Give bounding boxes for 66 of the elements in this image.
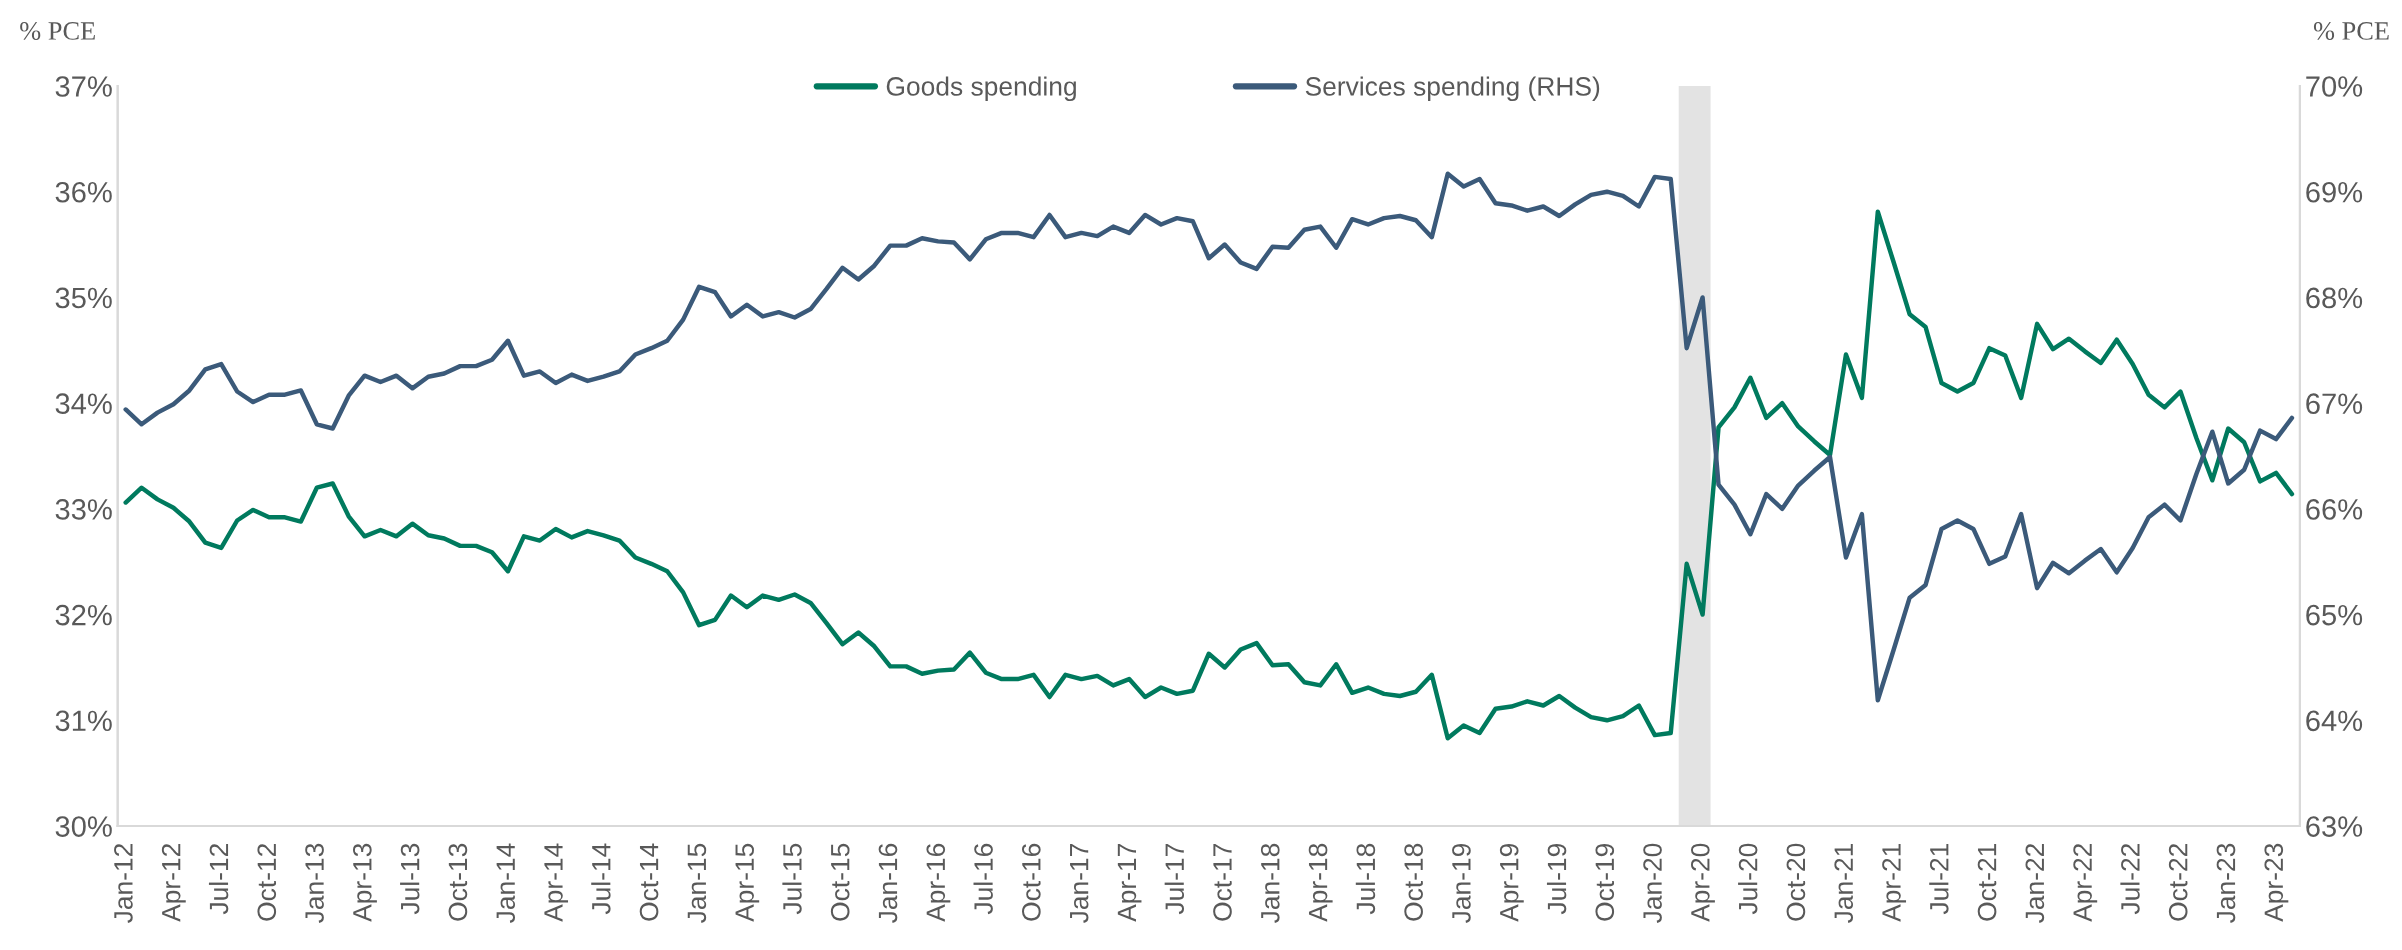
x-tick-label: Jul-22 (2120, 844, 2140, 915)
legend-label: Goods spending (886, 76, 1076, 102)
x-tick-label: Jan-17 (1070, 844, 1089, 923)
x-tick-label: Oct-18 (1404, 843, 1423, 921)
y-axis-title: % PCE (20, 22, 95, 40)
x-tick-label: Apr-22 (2073, 844, 2098, 922)
y-tick-label: 32% (55, 604, 112, 626)
x-tick-label: Apr-12 (161, 844, 186, 922)
x-tick-label: Apr-15 (735, 843, 760, 922)
x-tick-label: Apr-16 (926, 843, 951, 922)
x-tick-label: Apr-20 (1690, 843, 1715, 922)
y2-axis-title: % PCE (2313, 22, 2389, 40)
x-tick-label: Oct-12 (257, 844, 277, 921)
x-tick-label: Oct-21 (1977, 843, 1997, 921)
x-tick-label: Oct-19 (1595, 843, 1615, 921)
x-tick-label: Jan-14 (496, 843, 516, 923)
x-tick-label: Jul-17 (1164, 844, 1185, 915)
x-tick-label: Jan-23 (2216, 843, 2236, 923)
x-tick-label: Oct-16 (1021, 843, 1041, 921)
x-tick-label: Oct-22 (2168, 844, 2188, 921)
x-tick-label: Jan-13 (305, 843, 324, 923)
x-tick-label: Apr-19 (1499, 843, 1524, 922)
legend-label: Services spending (RHS) (1305, 76, 1600, 102)
y2-tick-label: 70% (2306, 76, 2363, 97)
x-tick-label: Apr-14 (544, 843, 569, 922)
y-tick-label: 35% (55, 287, 112, 309)
y2-tick-label: 69% (2306, 181, 2363, 203)
x-tick-label: Jan-12 (114, 844, 133, 923)
x-tick-label: Apr-21 (1882, 843, 1907, 922)
x-tick-label: Oct-13 (448, 843, 468, 921)
y-tick-label: 36% (55, 181, 112, 203)
y-tick-label: 31% (55, 710, 112, 732)
x-tick-label: Apr-13 (352, 843, 377, 922)
x-tick-label: Jan-18 (1260, 843, 1280, 923)
y2-tick-label: 65% (2306, 604, 2363, 626)
y-tick-label: 33% (55, 499, 112, 520)
x-tick-label: Jul-20 (1738, 843, 1758, 915)
x-tick-label: Jul-21 (1929, 843, 1949, 915)
y2-tick-label: 66% (2306, 499, 2363, 520)
y2-tick-label: 68% (2306, 287, 2363, 309)
x-tick-label: Jan-15 (687, 843, 707, 923)
y-tick-label: 30% (55, 816, 112, 837)
x-tick-label: Jan-16 (878, 843, 898, 923)
x-tick-label: Jul-14 (591, 843, 611, 915)
x-tick-label: Jul-16 (973, 843, 993, 915)
x-tick-label: Jul-13 (400, 843, 420, 915)
y-tick-label: 34% (55, 393, 112, 414)
y2-tick-label: 64% (2306, 710, 2363, 732)
x-tick-label: Jul-15 (782, 843, 802, 915)
x-tick-label: Oct-14 (639, 843, 659, 921)
x-tick-label: Apr-18 (1308, 843, 1333, 922)
x-tick-label: Jan-19 (1452, 843, 1471, 923)
x-tick-label: Jul-12 (208, 844, 229, 915)
x-tick-label: Jul-18 (1355, 843, 1376, 915)
y2-tick-label: 63% (2306, 816, 2363, 837)
y2-tick-label: 67% (2306, 393, 2363, 414)
x-tick-label: Oct-15 (830, 843, 850, 921)
y-tick-label: 37% (55, 76, 112, 97)
x-tick-label: Jan-21 (1834, 843, 1854, 923)
x-tick-label: Apr-17 (1117, 844, 1142, 922)
x-tick-label: Oct-17 (1213, 844, 1232, 921)
x-tick-label: Oct-20 (1786, 843, 1806, 921)
x-tick-label: Jan-22 (2025, 844, 2045, 923)
x-tick-label: Jul-19 (1546, 843, 1567, 915)
x-tick-label: Jan-20 (1643, 843, 1662, 923)
x-tick-label: Apr-23 (2264, 843, 2289, 922)
